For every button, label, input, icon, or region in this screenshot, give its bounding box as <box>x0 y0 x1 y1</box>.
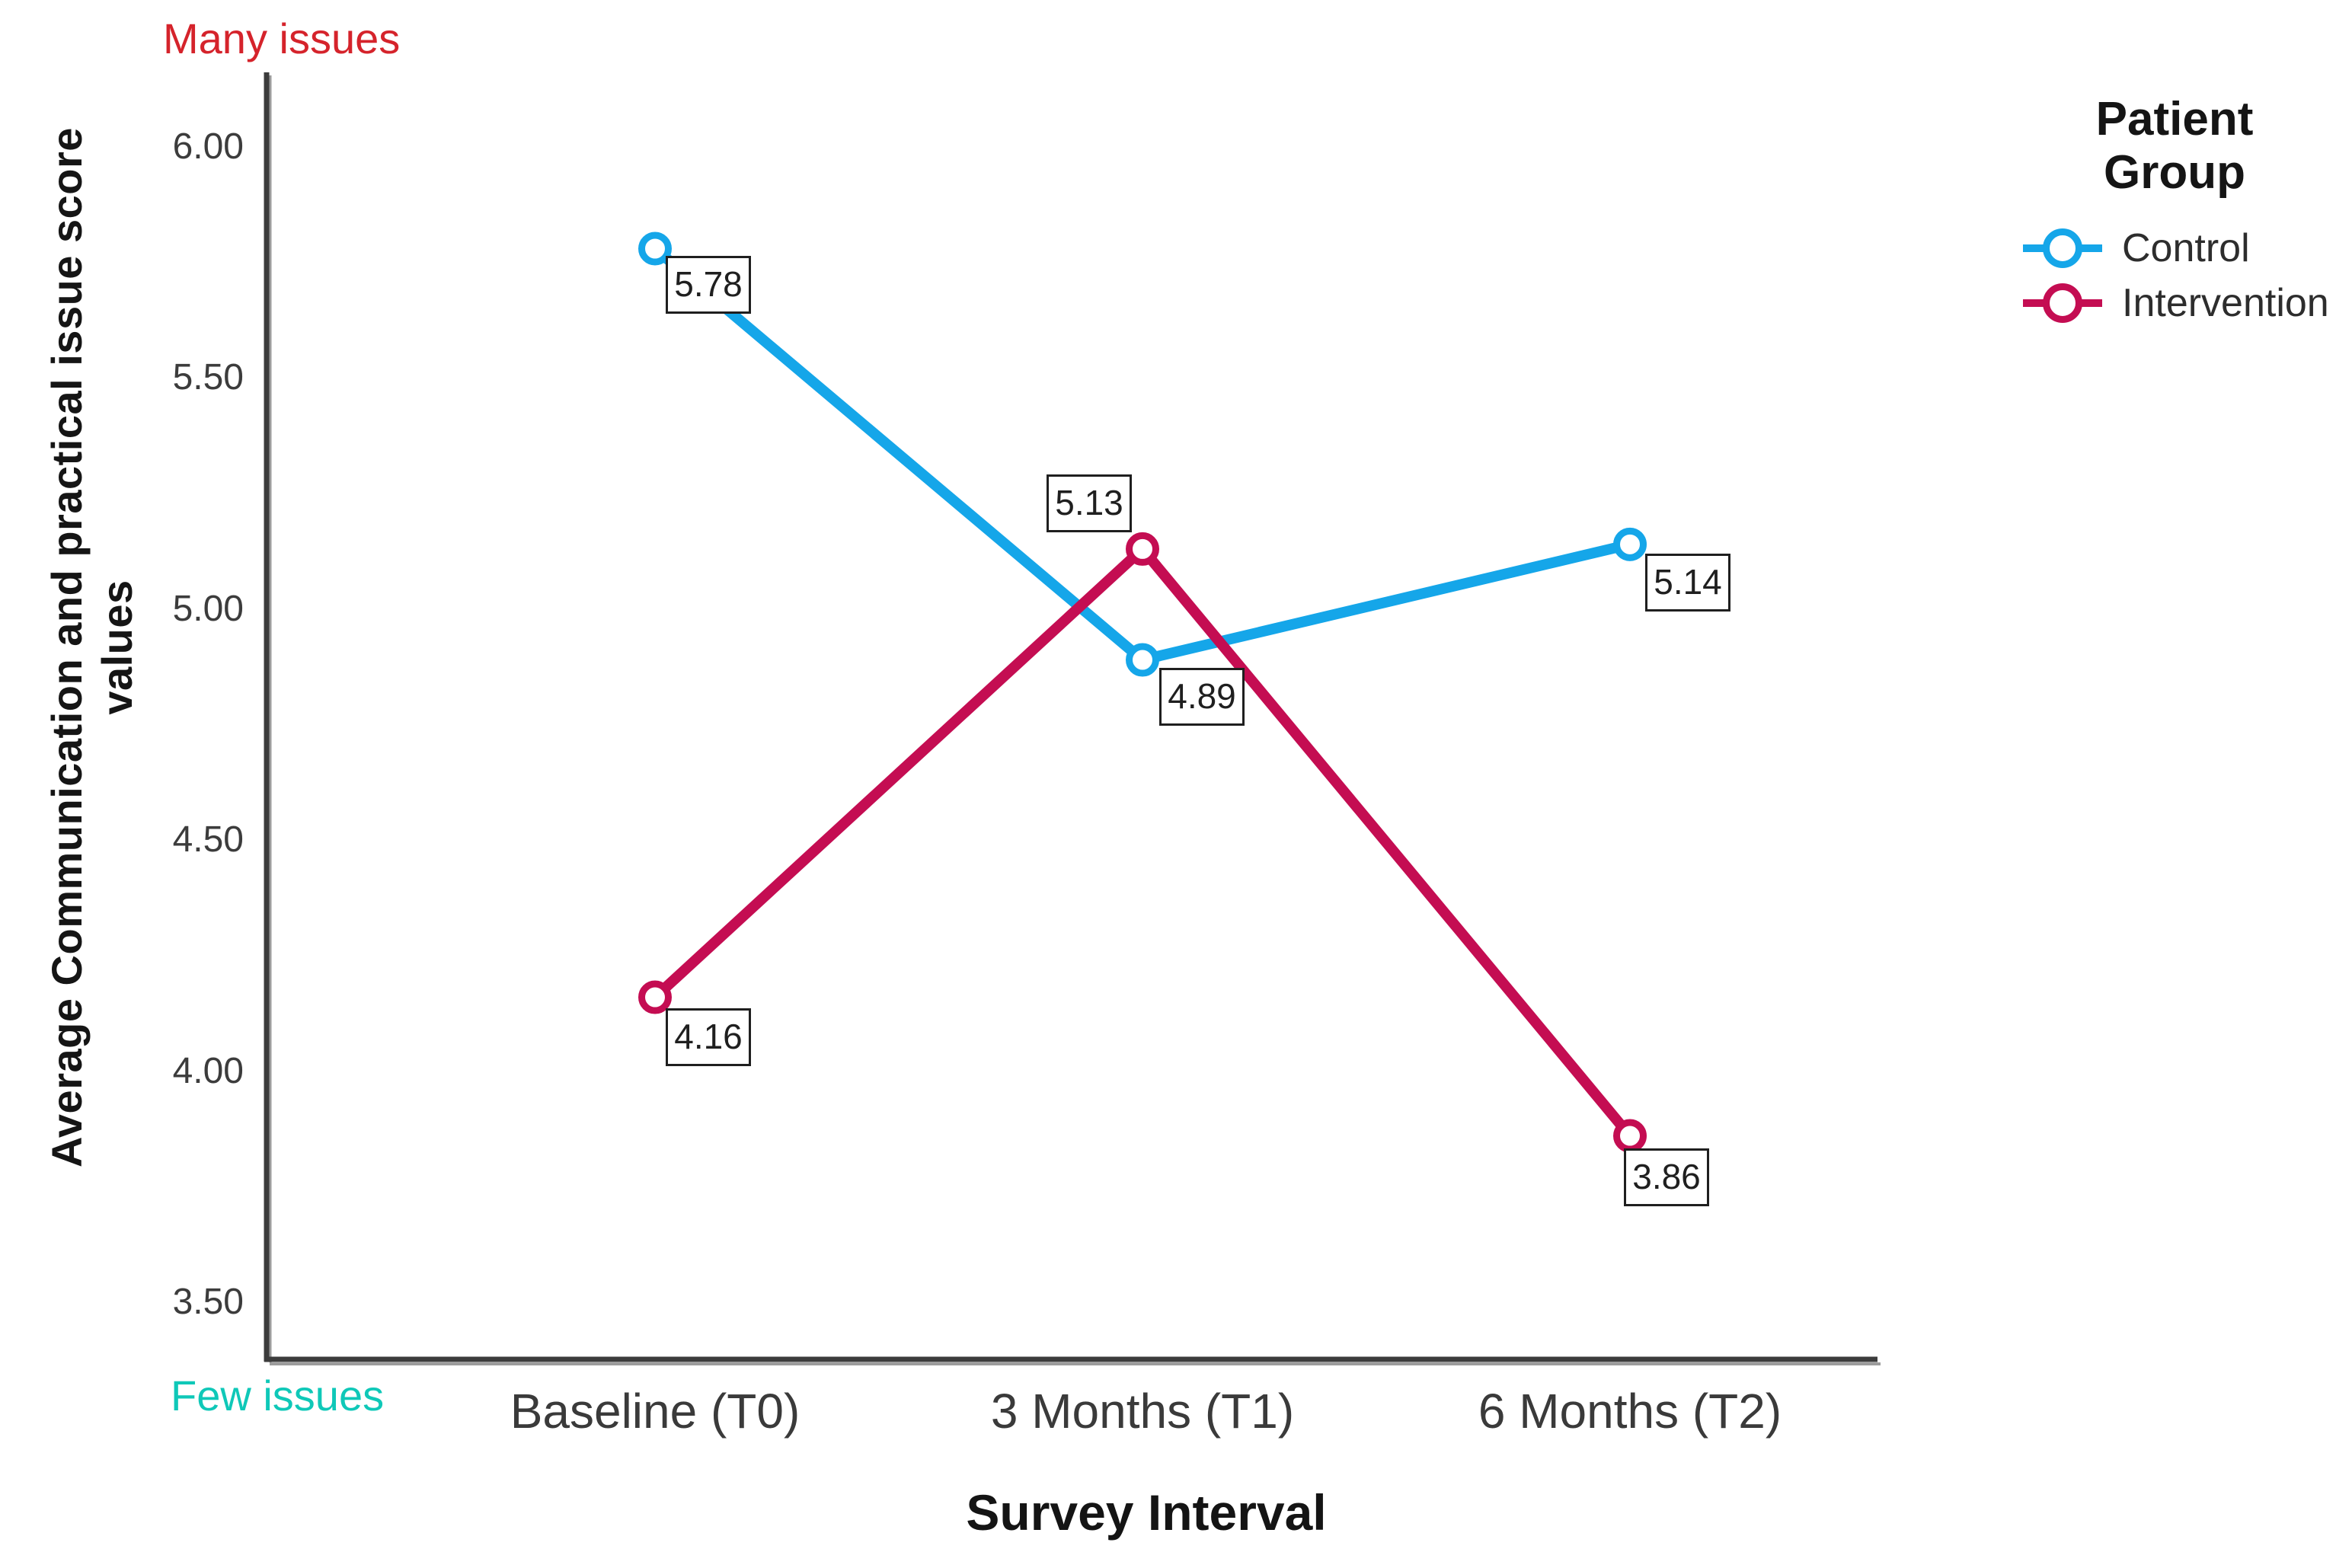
control-marker-1 <box>1126 643 1159 677</box>
control-line <box>651 244 1631 666</box>
legend-ring-icon <box>2043 283 2082 323</box>
legend-item-control: Control <box>2023 227 2329 270</box>
y-axis-title-line2: values <box>93 580 141 715</box>
legend-open-circle-icon <box>2023 227 2102 270</box>
intervention-marker-1 <box>1126 532 1159 566</box>
intervention-marker-0 <box>638 980 672 1014</box>
legend-item-intervention: Intervention <box>2023 282 2329 324</box>
x-axis-title: Survey Interval <box>966 1484 1327 1541</box>
intervention-line <box>651 541 1635 1140</box>
y-axis-title: Average Communication and practical issu… <box>42 0 149 1317</box>
control-marker-2 <box>1613 527 1647 561</box>
control-marker-0 <box>638 232 672 266</box>
axis-annotation-many-issues: Many issues <box>163 14 401 62</box>
legend-ring-icon <box>2043 228 2082 268</box>
intervention-marker-2 <box>1613 1119 1647 1153</box>
y-axis-title-line1: Average Communication and practical issu… <box>43 127 91 1167</box>
legend: Control Intervention <box>2023 227 2329 337</box>
axis-annotation-few-issues: Few issues <box>171 1372 385 1420</box>
legend-title: Patient Group <box>2095 93 2254 199</box>
legend-label: Control <box>2122 226 2250 270</box>
legend-label: Intervention <box>2122 281 2329 325</box>
legend-open-circle-icon <box>2023 282 2102 324</box>
